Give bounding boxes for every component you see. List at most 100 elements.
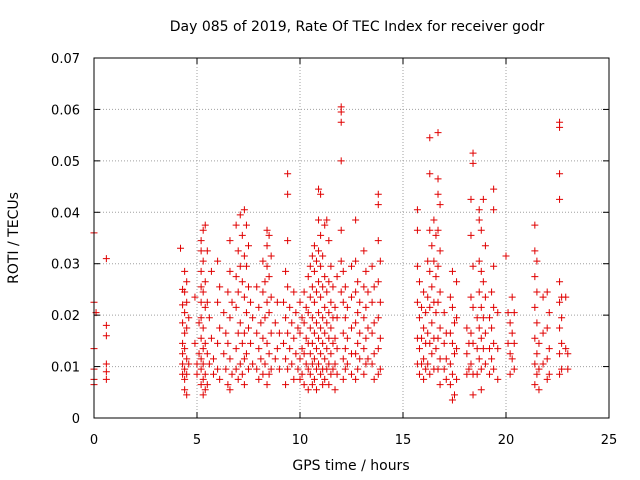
data-point-marker: [247, 339, 255, 347]
data-point-marker: [197, 298, 205, 306]
data-point-marker: [543, 324, 551, 332]
data-point-marker: [280, 298, 288, 306]
data-point-marker: [370, 350, 378, 358]
data-point-marker: [323, 319, 331, 327]
data-point-marker: [469, 159, 477, 167]
data-point-marker: [195, 319, 203, 327]
data-point-marker: [426, 170, 434, 178]
data-points: [90, 103, 572, 404]
data-point-marker: [415, 370, 423, 378]
data-point-marker: [240, 355, 248, 363]
data-point-marker: [432, 273, 440, 281]
data-point-marker: [337, 288, 345, 296]
data-point-marker: [315, 185, 323, 193]
data-point-marker: [321, 273, 329, 281]
data-point-marker: [222, 365, 230, 373]
data-point-marker: [315, 360, 323, 368]
data-point-marker: [481, 360, 489, 368]
data-point-marker: [205, 360, 213, 368]
data-point-marker: [545, 370, 553, 378]
data-point-marker: [354, 365, 362, 373]
data-point-marker: [339, 267, 347, 275]
data-point-marker: [197, 334, 205, 342]
data-point-marker: [255, 303, 263, 311]
data-point-marker: [543, 375, 551, 383]
data-point-marker: [323, 345, 331, 353]
data-point-marker: [481, 293, 489, 301]
data-point-marker: [434, 262, 442, 270]
data-point-marker: [317, 262, 325, 270]
data-point-marker: [240, 252, 248, 260]
data-point-marker: [201, 339, 209, 347]
data-point-marker: [448, 303, 456, 311]
data-point-marker: [236, 360, 244, 368]
data-point-marker: [477, 267, 485, 275]
data-point-marker: [356, 298, 364, 306]
data-point-marker: [312, 319, 320, 327]
data-point-marker: [253, 329, 261, 337]
data-point-marker: [490, 262, 498, 270]
data-point-marker: [197, 381, 205, 389]
data-point-marker: [467, 231, 475, 239]
data-point-marker: [245, 324, 252, 332]
data-point-marker: [296, 375, 304, 383]
data-point-marker: [469, 339, 477, 347]
data-point-marker: [267, 329, 275, 337]
data-point-marker: [490, 303, 498, 311]
data-point-marker: [259, 334, 267, 342]
data-point-marker: [315, 278, 323, 286]
data-point-marker: [436, 247, 444, 255]
data-point-marker: [304, 365, 312, 373]
data-point-marker: [370, 319, 378, 327]
data-point-marker: [267, 365, 275, 373]
data-point-marker: [453, 345, 461, 353]
y-tick-label: 0.02: [51, 309, 80, 324]
data-point-marker: [539, 329, 547, 337]
data-point-marker: [312, 288, 320, 296]
data-point-marker: [434, 175, 442, 183]
data-point-marker: [434, 334, 442, 342]
data-point-marker: [312, 386, 320, 394]
data-point-marker: [300, 288, 308, 296]
data-point-marker: [531, 381, 539, 389]
data-point-marker: [488, 355, 496, 363]
data-point-marker: [434, 190, 442, 198]
data-point-marker: [477, 334, 485, 342]
data-point-marker: [286, 303, 294, 311]
data-point-marker: [486, 370, 494, 378]
data-point-marker: [556, 123, 564, 131]
data-point-marker: [207, 267, 215, 275]
data-point-marker: [310, 242, 318, 250]
data-point-marker: [341, 365, 349, 373]
data-point-marker: [325, 334, 333, 342]
data-point-marker: [545, 309, 553, 317]
data-point-marker: [323, 216, 331, 224]
x-tick-label: 10: [292, 433, 309, 448]
data-point-marker: [179, 339, 187, 347]
data-point-marker: [203, 350, 211, 358]
data-point-marker: [312, 345, 320, 353]
data-point-marker: [236, 262, 244, 270]
data-point-marker: [205, 314, 213, 322]
data-point-marker: [329, 283, 337, 291]
data-point-marker: [426, 370, 434, 378]
data-point-marker: [343, 303, 351, 311]
data-point-marker: [463, 370, 471, 378]
data-point-marker: [263, 262, 271, 270]
data-point-marker: [197, 237, 205, 245]
data-point-marker: [434, 298, 442, 306]
data-point-marker: [364, 324, 372, 332]
data-point-marker: [308, 252, 316, 260]
data-point-marker: [376, 365, 384, 373]
data-point-marker: [481, 329, 489, 337]
data-point-marker: [306, 262, 314, 270]
data-point-marker: [296, 298, 304, 306]
data-point-marker: [374, 345, 382, 353]
data-point-marker: [426, 339, 434, 347]
data-point-marker: [247, 298, 255, 306]
data-point-marker: [446, 329, 454, 337]
data-point-marker: [181, 386, 189, 394]
data-point-marker: [102, 321, 110, 329]
data-point-marker: [290, 375, 298, 383]
data-point-marker: [255, 345, 263, 353]
